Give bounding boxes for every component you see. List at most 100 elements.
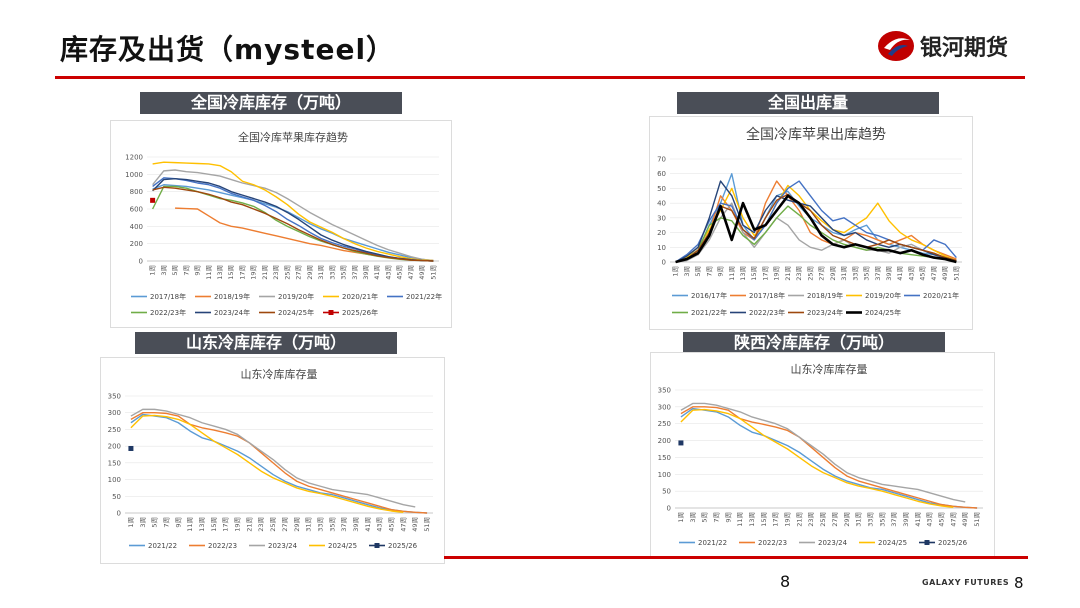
x-tick-label: 41周 — [914, 512, 922, 527]
legend-label: 2017/18年 — [150, 292, 186, 301]
series-line — [675, 194, 957, 264]
series-line — [130, 408, 416, 508]
x-tick-label: 23周 — [257, 517, 265, 532]
y-tick-label: 0 — [117, 510, 121, 518]
x-tick-label: 15周 — [227, 265, 235, 280]
header-national-inventory: 全国冷库库存（万吨） — [140, 92, 402, 114]
x-tick-label: 31周 — [317, 265, 325, 280]
x-tick-label: 39周 — [362, 265, 370, 280]
chart-title: 山东冷库库存量 — [791, 362, 868, 376]
chart-svg-shaanxi-inventory: 山东冷库库存量 0 50 100 150 200 250 300 350 1周 3周 5周 7周 9周 11… — [658, 362, 983, 547]
x-tick-label: 39周 — [885, 266, 893, 281]
series-line — [680, 406, 978, 509]
chart-svg-national-inventory: 全国冷库苹果库存趋势 0 200 400 600 800 1000 1200 1周 3周 5周 7周 9… — [125, 130, 442, 317]
legend-label: 2016/17年 — [691, 291, 727, 300]
x-tick-label: 23周 — [272, 265, 280, 280]
x-tick-label: 23周 — [807, 512, 815, 527]
legend-marker — [374, 543, 380, 548]
x-tick-label: 43周 — [926, 512, 934, 527]
x-tick-label: 9周 — [194, 265, 202, 276]
legend-label: 2020/21年 — [342, 292, 378, 301]
x-tick-label: 5周 — [171, 265, 179, 276]
legend-label: 2023/24年 — [807, 308, 843, 317]
x-tick-label: 21周 — [795, 512, 803, 527]
series-line — [152, 177, 434, 262]
x-tick-label: 1周 — [672, 266, 680, 277]
footer-divider — [444, 556, 1028, 559]
chart-title: 山东冷库库存量 — [241, 367, 318, 381]
x-tick-label: 1周 — [127, 517, 135, 528]
chart-svg-shandong-inventory: 山东冷库库存量 0 50 100 150 200 250 300 350 1周 3周 5周 7周 9周 11… — [108, 367, 433, 550]
legend-label: 2022/23 — [208, 542, 237, 550]
series-line — [130, 414, 404, 514]
y-tick-label: 40 — [657, 200, 666, 208]
y-tick-label: 30 — [657, 214, 666, 222]
x-tick-label: 27周 — [818, 266, 826, 281]
x-tick-label: 7周 — [162, 517, 170, 528]
x-tick-label: 43周 — [907, 266, 915, 281]
x-tick-label: 31周 — [305, 517, 313, 532]
y-tick-label: 200 — [130, 240, 143, 248]
y-tick-label: 100 — [658, 471, 671, 479]
header-national-outbound: 全国出库量 — [677, 92, 939, 114]
legend-label: 2022/23年 — [150, 308, 186, 317]
legend-label: 2018/19年 — [807, 291, 843, 300]
x-tick-label: 47周 — [930, 266, 938, 281]
legend-label: 2020/21年 — [923, 291, 959, 300]
header-shaanxi-inventory: 陕西冷库库存（万吨） — [683, 332, 945, 354]
x-tick-label: 47周 — [949, 512, 957, 527]
x-tick-label: 33周 — [328, 265, 336, 280]
series-line — [130, 412, 428, 514]
x-tick-label: 3周 — [689, 512, 697, 523]
x-tick-label: 51周 — [423, 517, 431, 532]
x-tick-label: 31周 — [840, 266, 848, 281]
legend-label: 2017/18年 — [749, 291, 785, 300]
x-tick-label: 9周 — [174, 517, 182, 528]
x-tick-label: 7周 — [182, 265, 190, 276]
y-tick-label: 0 — [662, 259, 666, 267]
x-tick-label: 25周 — [819, 512, 827, 527]
x-tick-label: 45周 — [919, 266, 927, 281]
company-logo: 银河期货 — [876, 28, 1036, 64]
x-tick-label: 5周 — [701, 512, 709, 523]
y-tick-label: 0 — [139, 258, 143, 266]
chart-svg-national-outbound: 全国冷库苹果出库趋势 0 10 20 30 40 50 60 70 1周 3周 5周 7周 9周 11周 13… — [657, 126, 962, 317]
chart-title: 全国冷库苹果库存趋势 — [238, 130, 348, 144]
series-line — [152, 184, 434, 262]
x-tick-label: 27周 — [831, 512, 839, 527]
x-tick-label: 39周 — [902, 512, 910, 527]
x-tick-label: 11周 — [205, 265, 213, 280]
x-tick-label: 1周 — [149, 265, 157, 276]
legend-label: 2018/19年 — [214, 292, 250, 301]
legend-label: 2024/25 — [328, 542, 357, 550]
footer-brand: GALAXY FUTURES — [922, 578, 1010, 587]
x-tick-label: 39周 — [352, 517, 360, 532]
page-number-center: 8 — [780, 572, 791, 591]
legend-label: 2022/23 — [758, 539, 787, 547]
x-tick-label: 27周 — [295, 265, 303, 280]
x-tick-label: 3周 — [683, 266, 691, 277]
x-tick-label: 25周 — [283, 265, 291, 280]
legend-label: 2025/26 — [938, 539, 968, 547]
legend-marker — [328, 310, 334, 315]
y-tick-label: 400 — [130, 223, 143, 231]
x-tick-label: 1周 — [677, 512, 685, 523]
x-tick-label: 37周 — [874, 266, 882, 281]
legend-label: 2023/24 — [268, 542, 298, 550]
legend-label: 2024/25年 — [865, 308, 901, 317]
x-tick-label: 9周 — [724, 512, 732, 523]
x-tick-label: 11周 — [736, 512, 744, 527]
legend-label: 2021/22年 — [406, 292, 442, 301]
y-tick-label: 250 — [108, 426, 121, 434]
x-tick-label: 35周 — [863, 266, 871, 281]
legend-label: 2021/22 — [148, 542, 177, 550]
legend-label: 2024/25年 — [278, 308, 314, 317]
x-tick-label: 25周 — [269, 517, 277, 532]
x-tick-label: 33周 — [316, 517, 324, 532]
x-tick-label: 15周 — [210, 517, 218, 532]
series-line — [675, 180, 957, 263]
x-tick-label: 3周 — [160, 265, 168, 276]
legend-marker — [924, 540, 930, 545]
x-tick-label: 23周 — [795, 266, 803, 281]
x-tick-label: 19周 — [773, 266, 781, 281]
